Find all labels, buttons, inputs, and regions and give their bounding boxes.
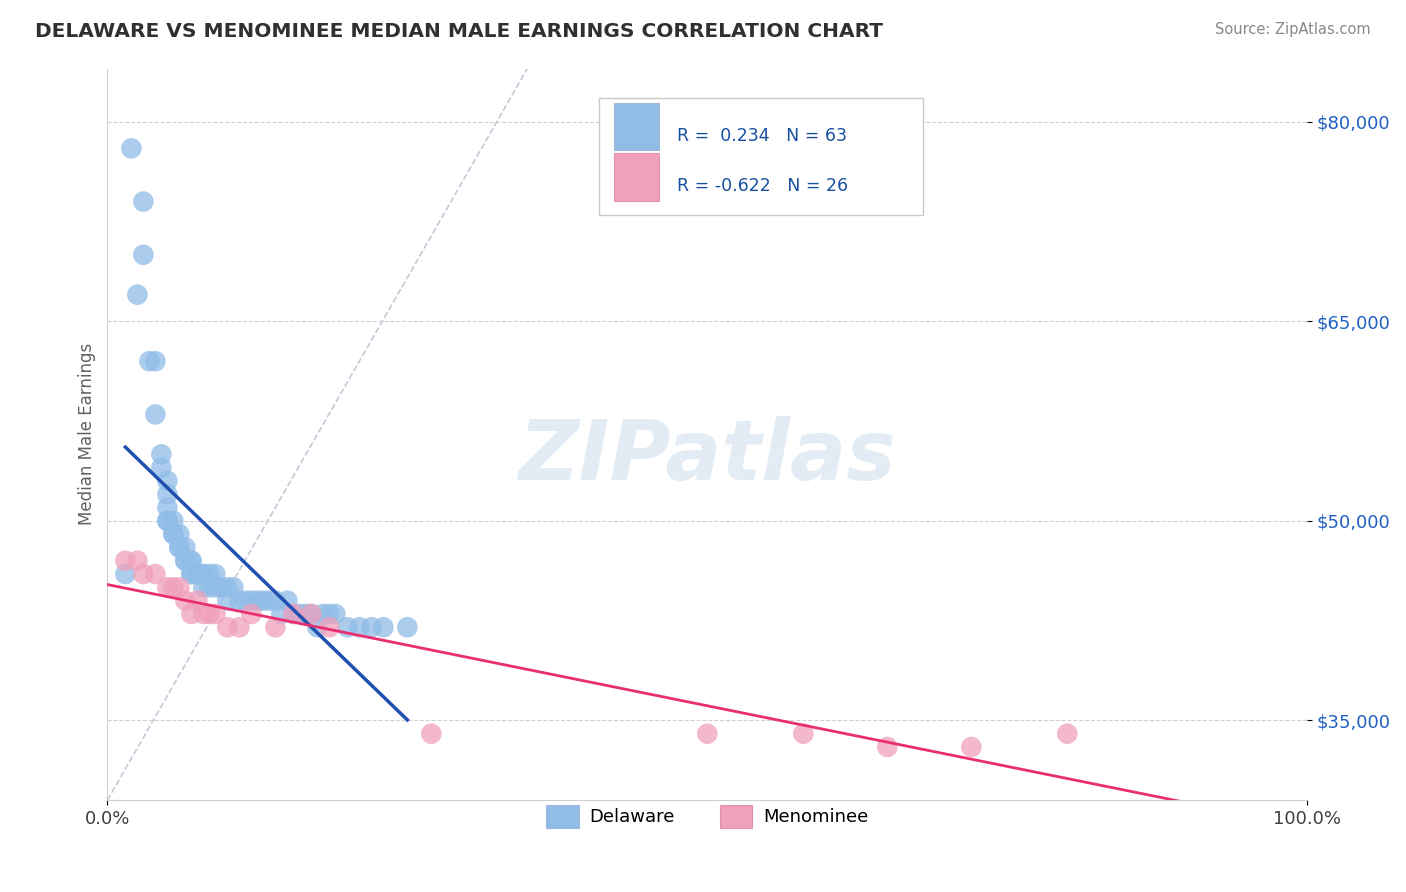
Point <box>156 487 179 501</box>
Point <box>193 567 215 582</box>
Point <box>217 580 239 594</box>
Point <box>138 354 160 368</box>
Y-axis label: Median Male Earnings: Median Male Earnings <box>79 343 96 525</box>
Point <box>156 500 179 515</box>
Point <box>156 580 179 594</box>
Point <box>198 607 221 621</box>
Point <box>336 620 359 634</box>
Point <box>360 620 382 634</box>
Point <box>283 607 305 621</box>
Point <box>145 354 167 368</box>
Point <box>198 580 221 594</box>
Point <box>132 248 155 262</box>
Point <box>156 474 179 488</box>
Point <box>246 593 269 607</box>
FancyBboxPatch shape <box>614 103 659 151</box>
Point <box>396 620 419 634</box>
Point <box>156 514 179 528</box>
Point <box>162 580 184 594</box>
Point <box>180 567 202 582</box>
Point <box>792 727 814 741</box>
Point <box>186 567 208 582</box>
Point <box>145 567 167 582</box>
Point <box>114 554 136 568</box>
Point <box>132 567 155 582</box>
Point <box>162 514 184 528</box>
Point <box>325 607 347 621</box>
Point <box>696 727 718 741</box>
Point <box>156 514 179 528</box>
Point <box>127 287 149 301</box>
Point <box>120 141 142 155</box>
Point <box>193 567 215 582</box>
Point <box>312 607 335 621</box>
Point <box>299 607 322 621</box>
Legend: Delaware, Menominee: Delaware, Menominee <box>538 797 876 835</box>
Point <box>180 554 202 568</box>
Point <box>180 567 202 582</box>
Point <box>960 739 983 754</box>
Point <box>169 527 191 541</box>
Point <box>204 607 226 621</box>
Point <box>318 607 340 621</box>
FancyBboxPatch shape <box>599 98 924 215</box>
Point <box>349 620 371 634</box>
Point <box>209 580 232 594</box>
FancyBboxPatch shape <box>614 153 659 201</box>
Point <box>228 620 250 634</box>
Point <box>186 593 208 607</box>
Point <box>198 567 221 582</box>
Point <box>132 194 155 209</box>
Point <box>264 593 287 607</box>
Point <box>318 620 340 634</box>
Point <box>228 593 250 607</box>
Point <box>204 580 226 594</box>
Point <box>217 620 239 634</box>
Point <box>259 593 281 607</box>
Point <box>186 567 208 582</box>
Point <box>288 607 311 621</box>
Point <box>204 567 226 582</box>
Point <box>252 593 274 607</box>
Point <box>1056 727 1078 741</box>
Point <box>264 620 287 634</box>
Point <box>174 554 197 568</box>
Point <box>294 607 316 621</box>
Point <box>180 607 202 621</box>
Point <box>222 580 245 594</box>
Point <box>169 580 191 594</box>
Text: R =  0.234   N = 63: R = 0.234 N = 63 <box>678 127 848 145</box>
Point <box>217 593 239 607</box>
Point <box>235 593 257 607</box>
Point <box>127 554 149 568</box>
Point <box>162 527 184 541</box>
Point <box>169 541 191 555</box>
Point <box>145 408 167 422</box>
Point <box>299 607 322 621</box>
Point <box>150 447 173 461</box>
Point <box>114 567 136 582</box>
Point <box>174 554 197 568</box>
Point <box>240 607 263 621</box>
Point <box>876 739 898 754</box>
Point <box>193 607 215 621</box>
Text: DELAWARE VS MENOMINEE MEDIAN MALE EARNINGS CORRELATION CHART: DELAWARE VS MENOMINEE MEDIAN MALE EARNIN… <box>35 22 883 41</box>
Point <box>162 527 184 541</box>
Point <box>174 593 197 607</box>
Point <box>240 593 263 607</box>
Point <box>180 554 202 568</box>
Point <box>193 580 215 594</box>
Point <box>270 607 292 621</box>
Point <box>169 541 191 555</box>
Point <box>283 607 305 621</box>
Point <box>307 620 329 634</box>
Point <box>174 541 197 555</box>
Point <box>150 460 173 475</box>
Point <box>420 727 443 741</box>
Point <box>373 620 395 634</box>
Text: R = -0.622   N = 26: R = -0.622 N = 26 <box>678 177 848 195</box>
Text: Source: ZipAtlas.com: Source: ZipAtlas.com <box>1215 22 1371 37</box>
Point <box>276 593 298 607</box>
Text: ZIPatlas: ZIPatlas <box>519 416 896 497</box>
